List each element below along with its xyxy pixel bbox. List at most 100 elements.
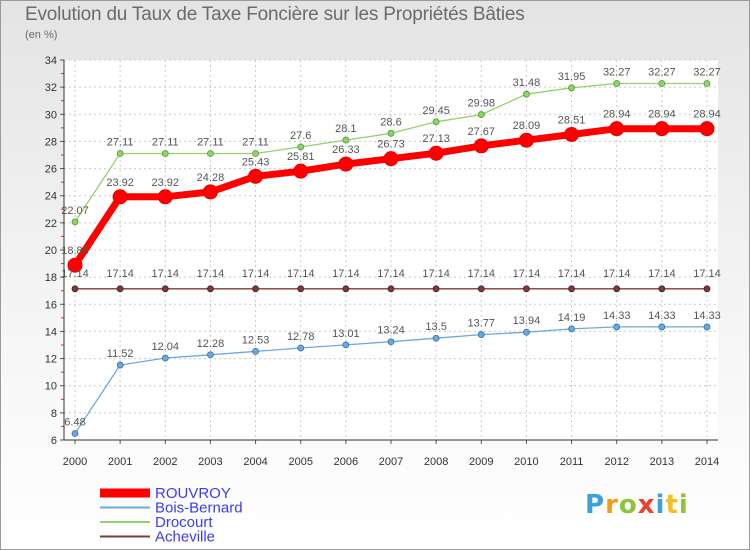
data-point-bois-bernard [342, 341, 350, 349]
data-point-bois-bernard [161, 354, 169, 362]
data-point-drocourt [116, 150, 124, 157]
data-point-rouvroy [564, 127, 580, 143]
grid-layer [64, 59, 718, 441]
data-point-acheville [703, 285, 711, 293]
data-label-layer: 22.07 27.11 27.11 27.11 27.11 27.6 28.1 28.6 29.… [61, 66, 721, 428]
data-label-acheville: 17.14 [693, 268, 721, 280]
data-point-acheville [252, 285, 259, 293]
x-tick-label: 2002 [153, 456, 177, 468]
data-label-drocourt: 32.27 [648, 66, 676, 78]
legend-label-acheville: Acheville [155, 529, 215, 546]
data-label-rouvroy: 23.92 [106, 177, 134, 189]
data-label-acheville: 17.14 [197, 268, 225, 280]
data-label-drocourt: 27.11 [242, 137, 269, 149]
data-label-drocourt: 32.27 [693, 66, 721, 78]
data-point-rouvroy [609, 121, 625, 137]
data-label-rouvroy: 27.67 [468, 126, 496, 138]
x-tick-label: 2013 [650, 456, 674, 468]
data-point-rouvroy [654, 121, 670, 137]
data-point-drocourt [658, 80, 666, 87]
chart-title: Evolution du Taux de Taxe Foncière sur l… [25, 4, 525, 25]
data-point-acheville [71, 285, 79, 293]
data-point-drocourt [703, 80, 711, 87]
data-point-bois-bernard [613, 323, 621, 331]
logo-letter: i [678, 490, 689, 520]
data-label-rouvroy: 25.81 [287, 151, 315, 163]
x-tick-label: 2014 [695, 456, 719, 468]
data-point-acheville [207, 285, 214, 293]
data-label-drocourt: 22.07 [61, 205, 89, 217]
data-label-drocourt: 29.98 [468, 98, 496, 110]
data-label-bois-bernard: 12.78 [287, 331, 315, 343]
data-point-rouvroy [518, 132, 534, 148]
x-tick-label: 2000 [63, 456, 87, 468]
data-label-acheville: 17.14 [242, 268, 270, 280]
chart-subtitle: (en %) [25, 29, 58, 41]
x-tick-label: 2004 [243, 456, 267, 468]
data-label-bois-bernard: 12.53 [242, 334, 270, 346]
data-label-drocourt: 27.11 [152, 137, 179, 149]
logo-letter: r [605, 490, 619, 520]
data-point-rouvroy [248, 168, 264, 184]
data-point-drocourt [387, 129, 395, 137]
x-tick-label: 2001 [108, 456, 132, 468]
data-point-rouvroy [112, 189, 128, 205]
data-label-bois-bernard: 12.28 [197, 338, 225, 350]
data-label-rouvroy: 28.94 [603, 109, 631, 121]
data-label-bois-bernard: 11.52 [107, 348, 134, 360]
data-point-drocourt [432, 118, 440, 126]
data-label-acheville: 17.14 [422, 268, 450, 280]
logo-letter: i [655, 490, 666, 520]
logo-letter: o [618, 490, 638, 520]
data-label-drocourt: 27.11 [197, 137, 224, 149]
data-label-rouvroy: 24.28 [197, 172, 225, 184]
data-point-drocourt [342, 136, 350, 144]
data-point-bois-bernard [71, 430, 79, 437]
data-label-drocourt: 32.27 [603, 66, 631, 78]
x-tick-label: 2005 [288, 456, 312, 468]
data-point-bois-bernard [523, 328, 530, 336]
x-tick-label: 2008 [424, 456, 448, 468]
data-point-acheville [523, 285, 530, 293]
logo-letter: P [585, 490, 606, 520]
y-tick-label: 24 [45, 191, 57, 203]
data-label-acheville: 17.14 [377, 268, 405, 280]
data-label-drocourt: 28.1 [335, 123, 356, 135]
data-point-drocourt [477, 111, 485, 118]
proxiti-logo: Proxiti [585, 490, 689, 520]
data-point-drocourt [297, 143, 305, 151]
data-label-drocourt: 31.95 [558, 71, 586, 83]
y-tick-label: 32 [45, 82, 57, 94]
data-label-bois-bernard: 13.5 [425, 321, 446, 333]
data-point-bois-bernard [252, 347, 259, 355]
x-tick-label: 2009 [469, 456, 493, 468]
data-point-acheville [297, 285, 305, 293]
y-tick-label: 26 [45, 164, 57, 176]
data-label-rouvroy: 28.94 [648, 109, 676, 121]
data-point-drocourt [207, 150, 214, 157]
data-point-rouvroy [428, 145, 444, 161]
data-label-drocourt: 27.11 [107, 137, 134, 149]
y-tick-label: 16 [45, 299, 57, 311]
x-tick-label: 2010 [514, 456, 538, 468]
data-label-rouvroy: 26.73 [377, 139, 405, 151]
data-point-drocourt [523, 90, 530, 98]
data-label-bois-bernard: 14.33 [603, 310, 631, 322]
data-point-bois-bernard [116, 361, 124, 369]
data-point-acheville [568, 285, 575, 293]
legend-label-drocourt: Drocourt [155, 514, 213, 531]
data-label-bois-bernard: 13.01 [332, 328, 360, 340]
data-label-rouvroy: 26.33 [332, 144, 360, 156]
data-point-drocourt [161, 150, 169, 157]
data-label-bois-bernard: 14.33 [648, 310, 676, 322]
legend-label-bois-bernard: Bois-Bernard [155, 500, 243, 517]
data-label-bois-bernard: 14.19 [558, 312, 586, 324]
x-tick-label: 2012 [604, 456, 628, 468]
data-point-acheville [477, 285, 485, 293]
data-label-bois-bernard: 13.77 [468, 318, 496, 330]
data-point-acheville [613, 285, 621, 293]
data-point-bois-bernard [432, 334, 440, 342]
x-tick-label: 2006 [334, 456, 358, 468]
y-tick-label: 30 [45, 109, 57, 121]
